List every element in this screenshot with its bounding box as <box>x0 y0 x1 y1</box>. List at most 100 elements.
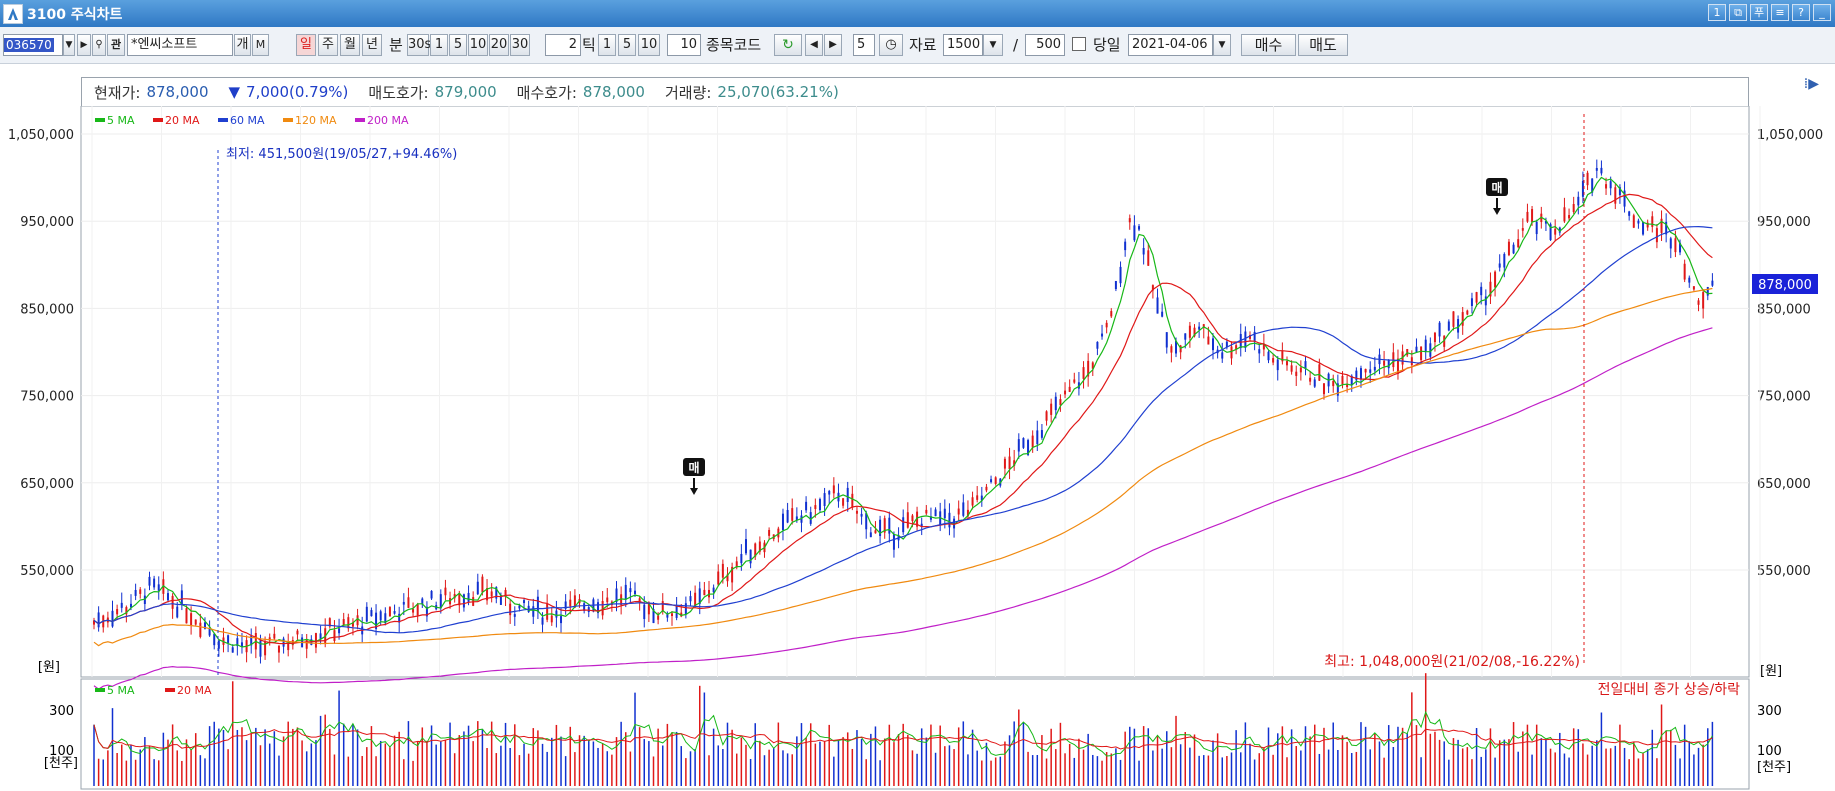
candle-body <box>1651 216 1654 227</box>
candle-body <box>407 597 410 608</box>
stock-name-field[interactable]: *엔씨소프트 <box>127 34 233 56</box>
candle-body <box>823 493 826 506</box>
candle-body <box>1096 341 1099 349</box>
candle-body <box>1188 325 1191 338</box>
legend-item: 5 MA <box>107 114 135 127</box>
data-count-dropdown-icon[interactable]: ▼ <box>983 34 1003 56</box>
minute-button-4[interactable]: 20 <box>489 34 509 56</box>
candle-body <box>1494 271 1497 288</box>
candle-body <box>874 530 877 534</box>
refresh-icon[interactable]: ↻ <box>774 34 802 56</box>
buy-button[interactable]: 매수 <box>1241 34 1296 56</box>
candle-body <box>208 628 211 636</box>
candle-body <box>1161 311 1164 317</box>
minute-button-1[interactable]: 1 <box>430 34 448 56</box>
code-label: 종목코드 <box>706 36 762 54</box>
window-button-0[interactable]: 1 <box>1708 4 1726 21</box>
volume-legend-swatch <box>95 688 105 692</box>
y-tick-label-left: 650,000 <box>20 477 74 492</box>
buy-marker-label: 매 <box>1491 180 1502 195</box>
buy-marker-arrowhead <box>1493 208 1501 215</box>
tick-count-input[interactable]: 2 <box>545 34 581 56</box>
price-label: 현재가: <box>94 83 141 102</box>
clock-icon[interactable]: ◷ <box>879 34 903 56</box>
candle-body <box>125 607 128 615</box>
window-button-5[interactable]: _ <box>1813 4 1831 21</box>
tick-button-0[interactable]: 1 <box>598 34 616 56</box>
candle-body <box>1609 181 1612 189</box>
candle-body <box>1512 244 1515 254</box>
window-button-3[interactable]: ≡ <box>1771 4 1789 21</box>
toolbar: 036570 ▼ ▶ ⚲ 관 *엔씨소프트 개 M 분 2 틱 10 종목코드 … <box>0 27 1835 64</box>
candle-body <box>920 523 923 527</box>
candle-body <box>1535 221 1538 235</box>
window-button-2[interactable]: 푸 <box>1750 4 1768 21</box>
period-button-3[interactable]: 년 <box>362 34 382 56</box>
candle-body <box>1207 336 1210 345</box>
volume-unit-right: [천주] <box>1757 760 1791 775</box>
next-icon[interactable]: ▶ <box>824 34 842 56</box>
today-label: 당일 <box>1093 36 1121 54</box>
ask-price: 879,000 <box>434 83 497 101</box>
search-icon[interactable]: ⚲ <box>92 34 106 56</box>
candle-body <box>1429 343 1432 357</box>
expand-panel-icon[interactable]: ⁞▶ <box>1803 76 1819 92</box>
candle-body <box>120 602 123 608</box>
tick-label: 틱 <box>582 36 596 54</box>
period-button-1[interactable]: 주 <box>318 34 338 56</box>
code-dropdown-icon[interactable]: ▼ <box>63 34 75 56</box>
candle-body <box>634 590 637 595</box>
candle-body <box>370 610 373 617</box>
candle-body <box>1110 311 1113 317</box>
prev-icon[interactable]: ◀ <box>805 34 823 56</box>
candle-body <box>657 615 660 620</box>
volume-value: 25,070(63.21%) <box>717 83 839 101</box>
period-button-2[interactable]: 월 <box>340 34 360 56</box>
favorites-button[interactable]: 관 <box>107 34 125 56</box>
minute-button-0[interactable]: 30s <box>407 34 431 56</box>
stock-chart[interactable]: 550,000 550,000 650,000 650,000 750,000 750,0… <box>0 106 1835 791</box>
candle-body <box>523 600 526 604</box>
ma-line-5 <box>93 327 1713 690</box>
candle-body <box>1124 241 1127 251</box>
minute-button-2[interactable]: 5 <box>449 34 467 56</box>
window-button-4[interactable]: ? <box>1792 4 1810 21</box>
candle-body <box>1165 332 1168 348</box>
data-count-select[interactable]: 1500 <box>943 34 983 56</box>
date-field[interactable]: 2021-04-06 <box>1128 34 1213 56</box>
candle-body <box>832 485 835 494</box>
individual-button[interactable]: 개 <box>234 34 251 56</box>
tick-button-1[interactable]: 5 <box>618 34 636 56</box>
tick-custom-input[interactable]: 10 <box>667 34 701 56</box>
date-dropdown-icon[interactable]: ▼ <box>1213 34 1231 56</box>
period-button-0[interactable]: 일 <box>296 34 316 56</box>
minute-button-5[interactable]: 30 <box>510 34 530 56</box>
candle-body <box>1646 222 1649 228</box>
legend-item: 120 MA <box>295 114 337 127</box>
candle-body <box>97 612 100 628</box>
stock-code-field[interactable]: 036570 <box>3 34 63 56</box>
candle-body <box>1632 215 1635 228</box>
y-tick-label-left: 550,000 <box>20 564 74 579</box>
candle-body <box>495 587 498 599</box>
candle-body <box>1138 226 1141 230</box>
candle-body <box>166 593 169 601</box>
candle-body <box>1276 359 1279 371</box>
today-checkbox[interactable] <box>1072 37 1086 51</box>
sell-button[interactable]: 매도 <box>1298 34 1348 56</box>
candle-body <box>1212 338 1215 351</box>
m-button[interactable]: M <box>252 34 269 56</box>
candle-body <box>546 603 549 620</box>
minute-button-3[interactable]: 10 <box>468 34 488 56</box>
candle-body <box>879 519 882 536</box>
max-count-input[interactable]: 500 <box>1025 34 1065 56</box>
candle-body <box>1050 403 1053 415</box>
step-input[interactable]: 5 <box>853 34 875 56</box>
candle-body <box>1614 187 1617 204</box>
play-icon[interactable]: ▶ <box>77 34 91 56</box>
tick-button-2[interactable]: 10 <box>638 34 660 56</box>
candle-body <box>828 490 831 495</box>
window-button-1[interactable]: ⧉ <box>1729 4 1747 21</box>
candle-body <box>1618 187 1621 196</box>
slash-label: / <box>1013 36 1019 54</box>
